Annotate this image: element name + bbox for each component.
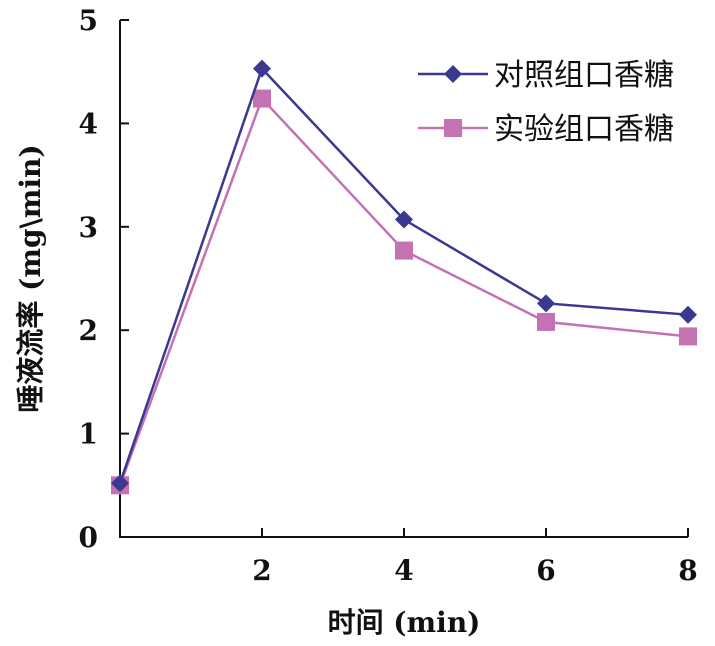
series-2 xyxy=(111,89,697,495)
series-2-line xyxy=(118,96,689,486)
y-tick-label: 1 xyxy=(79,418,98,451)
x-tick-label: 8 xyxy=(678,554,697,587)
x-tick-label: 4 xyxy=(394,554,413,587)
legend-label: 实验组口香糖 xyxy=(494,112,674,147)
y-tick-label: 0 xyxy=(79,521,98,554)
series-1-point xyxy=(679,305,697,324)
series-1-point xyxy=(253,59,271,78)
y-tick-label: 2 xyxy=(79,314,98,347)
x-axis-ticks: 2 4 6 8 xyxy=(252,528,698,587)
series-1-point xyxy=(111,474,129,493)
axes xyxy=(119,20,688,538)
legend-swatch-marker xyxy=(444,65,462,83)
series-1-point xyxy=(537,294,555,313)
legend-item: 对照组口香糖 xyxy=(418,58,674,93)
y-axis-title: 唾液流率 (mg\min) xyxy=(14,144,47,412)
series-2-point xyxy=(253,89,271,108)
x-tick-label: 6 xyxy=(536,554,555,587)
series-2-point xyxy=(395,241,413,260)
legend-swatch-marker xyxy=(444,119,462,137)
legend-item: 实验组口香糖 xyxy=(418,112,674,147)
y-tick-label: 4 xyxy=(79,107,98,140)
x-tick-label: 2 xyxy=(252,554,271,587)
y-tick-label: 3 xyxy=(79,211,98,244)
series-2-point xyxy=(537,312,555,331)
series-1 xyxy=(111,59,697,493)
x-axis-title: 时间 (min) xyxy=(328,606,481,639)
y-tick-label: 5 xyxy=(79,4,98,37)
legend-label: 对照组口香糖 xyxy=(494,58,674,93)
series-1-point xyxy=(395,210,413,229)
series-layer xyxy=(111,59,697,495)
y-axis-ticks: 0 1 2 3 4 5 xyxy=(79,4,129,554)
series-2-point xyxy=(679,327,697,346)
